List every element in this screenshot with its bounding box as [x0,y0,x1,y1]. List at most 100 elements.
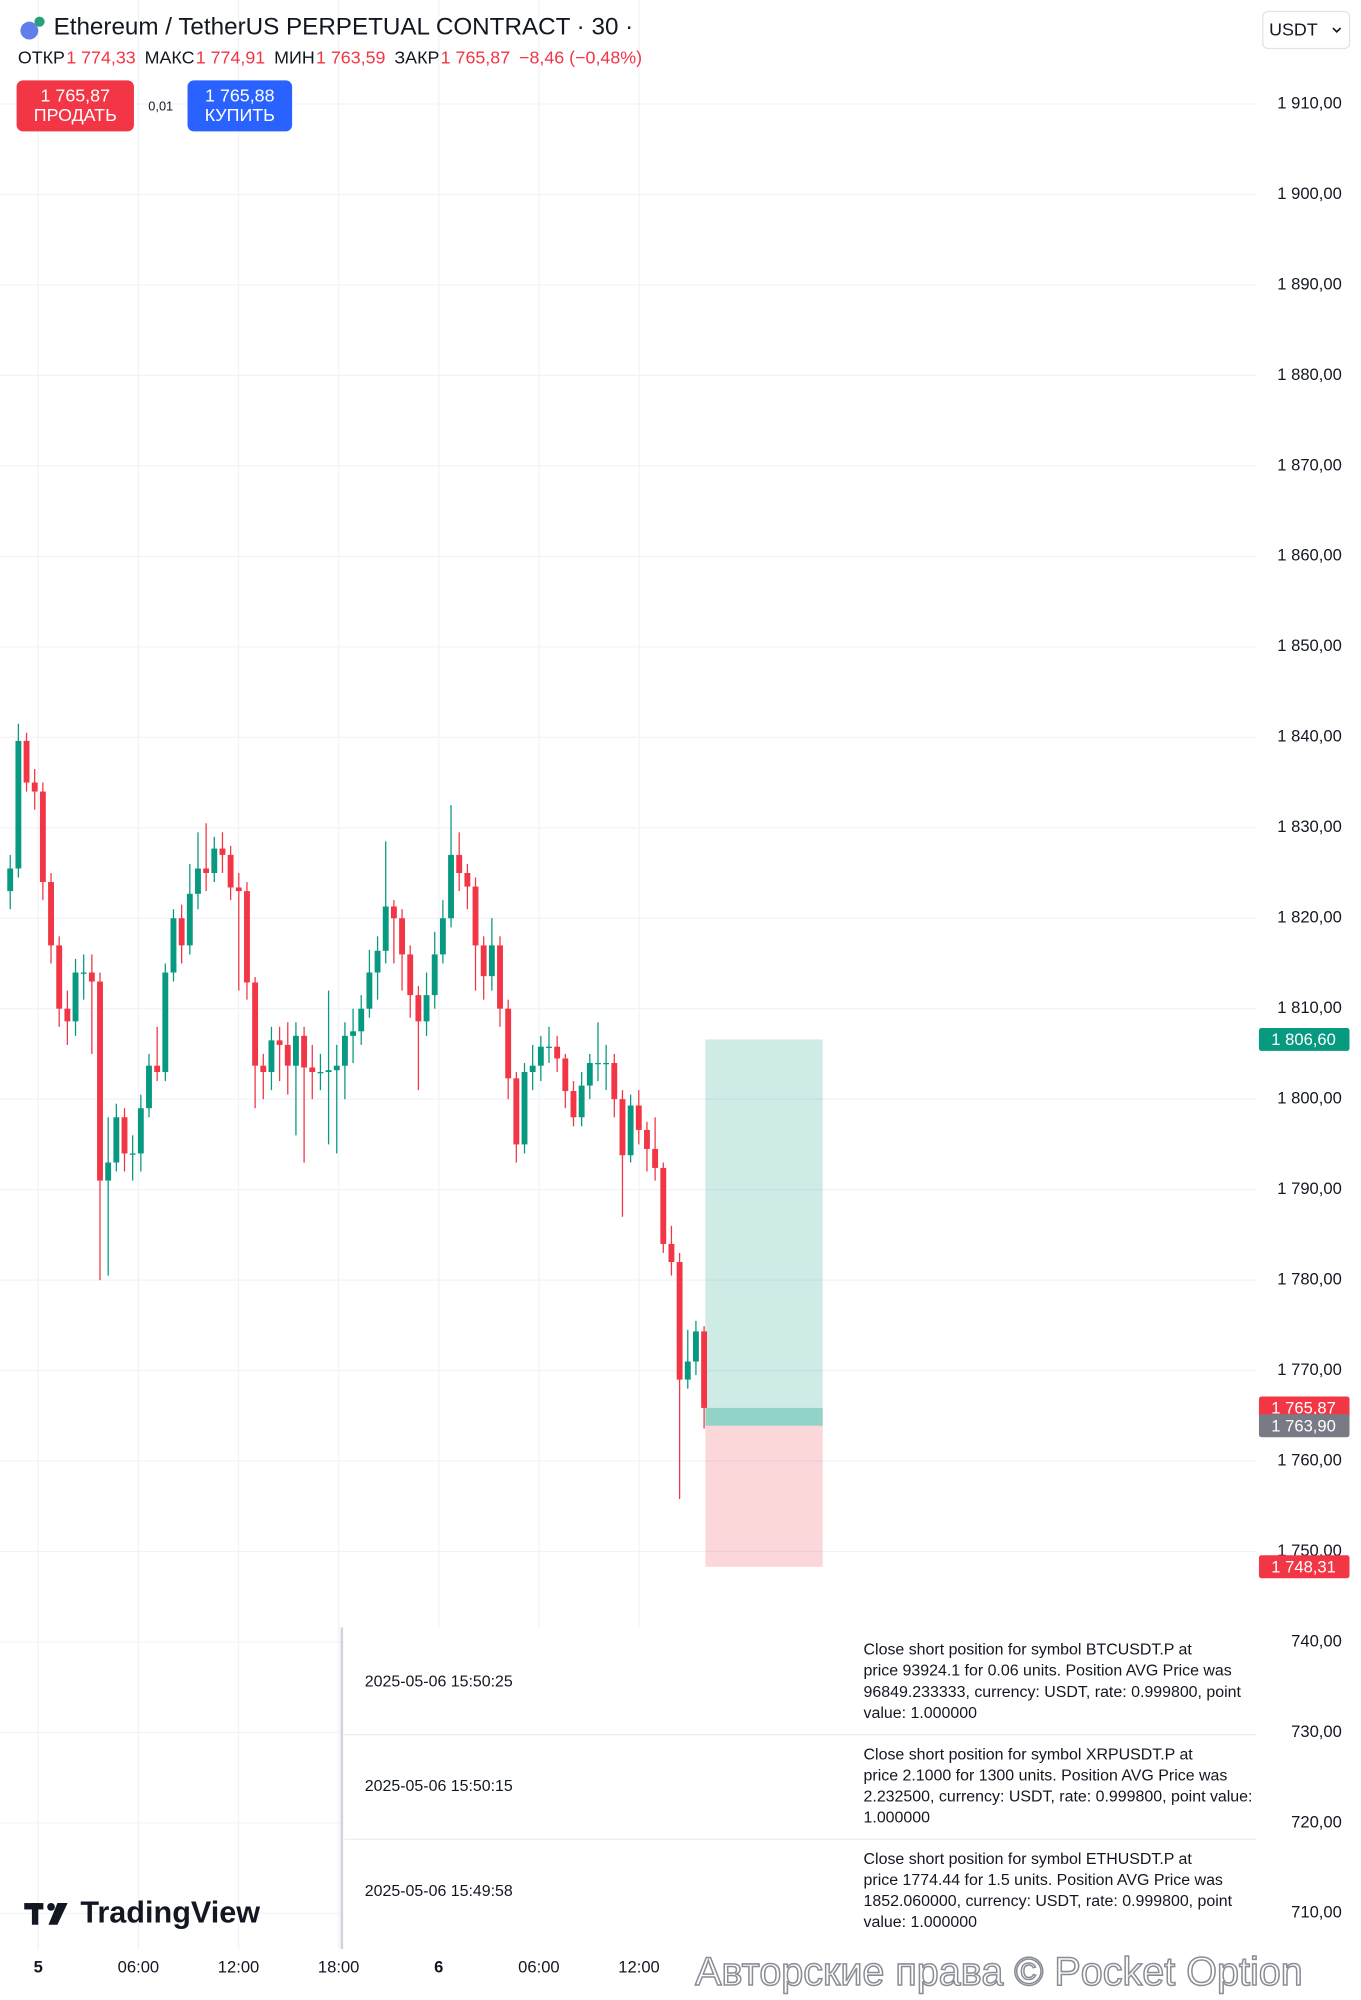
currency-label[interactable]: USDT [1269,19,1318,39]
notification-line: price 1774.44 for 1.5 units. Position AV… [864,1872,1223,1889]
candle-body [31,782,38,792]
candle-body [644,1129,650,1149]
candle-body [578,1085,585,1118]
candle-body [464,872,471,887]
y-tick-label: 1 790,00 [1277,1179,1342,1198]
y-tick-label: 1 770,00 [1277,1360,1342,1379]
ohlc-change: −8,46 (−0,48%) [519,47,642,67]
candle-body [448,854,454,919]
y-tick-label: 1 910,00 [1277,93,1342,112]
buy-button[interactable] [187,80,293,132]
notification-line: 96849.233333, currency: USDT, rate: 0.99… [864,1684,1242,1701]
y-tick-label: 1 850,00 [1277,636,1342,655]
dropdown-arrow [1332,27,1342,34]
candle-body [88,972,95,982]
y-tick-label: 1 830,00 [1277,817,1342,836]
price-tag [1258,1555,1350,1579]
usdt-icon [34,16,45,27]
x-tick-label: 12:00 [218,1957,260,1976]
candle-body [276,1040,283,1045]
candle-body [603,1062,610,1065]
candle-body [407,954,414,996]
candle-body [497,945,503,1009]
ohlc-value: 1 774,33 [66,47,136,67]
candle-body [137,1108,144,1154]
candle-body [619,1099,626,1156]
candle-body [154,1065,161,1073]
candle-body [268,1040,275,1073]
candle-body [341,1035,348,1066]
y-tick-label: 730,00 [1291,1722,1342,1741]
position-zones [705,1039,823,1567]
sell-button[interactable] [16,80,134,132]
x-tick-label: 12:00 [618,1957,659,1976]
candle-body [676,1262,683,1380]
y-tick-label: 1 810,00 [1277,998,1342,1017]
ohlc-legend: ОТКР 1 774,33 МАКС 1 774,91 МИН 1 763,59 ЗАКР 1… [18,47,642,67]
notification-line: Close short position for symbol BTCUSDT.… [864,1642,1193,1659]
notification-line: price 2.1000 for 1300 units. Position AV… [864,1767,1228,1784]
candle-body [146,1065,152,1109]
y-tick-label: 720,00 [1291,1812,1342,1831]
candle-body [235,887,242,892]
candle-body [684,1361,691,1380]
notification-line: 2.232500, currency: USDT, rate: 0.999800… [864,1788,1253,1805]
candle-body [635,1105,642,1130]
candle-body [113,1117,120,1163]
candle-body [48,882,54,946]
notification-time: 2025-05-06 15:50:25 [365,1674,513,1691]
candle-body [668,1243,675,1263]
candle-body [80,972,87,974]
buy-price[interactable]: 1 765,88 [205,86,275,106]
candle-body [415,995,422,1022]
candle-body [521,1072,528,1145]
buy-label[interactable]: КУПИТЬ [205,105,275,125]
ohlc-value: 1 774,91 [196,47,266,67]
candle-body [439,918,446,955]
candle-body [129,1153,136,1155]
candle-body [652,1148,659,1168]
notification-line: Close short position for symbol XRPUSDT.… [864,1746,1194,1763]
notifications: 2025-05-06 15:50:25 Close short position … [365,1642,1253,1931]
candle-body [505,1008,512,1079]
candle-body [301,1035,308,1068]
candle-body [121,1117,128,1154]
logo-text: TradingView [80,1896,260,1930]
ohlc-label: МИН [274,47,315,67]
candle-body [293,1035,299,1066]
y-tick-label: 1 880,00 [1277,365,1342,384]
candle-body [64,1008,71,1022]
price-axis: 1 910,00 1 900,00 1 890,00 1 880,00 1 870,00… [1258,93,1350,1922]
ohlc-value: 1 763,59 [316,47,386,67]
y-tick-label: 710,00 [1291,1903,1342,1922]
candle-body [431,954,438,996]
ohlc-label: ОТКР [18,47,65,67]
candle-body [162,972,169,1073]
candle-body [284,1044,291,1066]
candle-body [203,868,210,873]
eth-icon [20,21,39,40]
candle-body [546,1046,552,1048]
y-tick-label: 1 870,00 [1277,455,1342,474]
y-tick-label: 1 800,00 [1277,1089,1342,1108]
notification-line: price 93924.1 for 0.06 units. Position A… [864,1663,1232,1680]
price-tag [1258,1027,1350,1051]
loss-zone [705,1425,823,1567]
sell-label[interactable]: ПРОДАТЬ [34,105,117,125]
symbol-title: Ethereum / TetherUS PERPETUAL CONTRACT ·… [54,13,634,40]
candle-body [97,981,103,1181]
spread: 0,01 [148,99,173,114]
x-tick-label: 5 [34,1957,43,1976]
sell-price[interactable]: 1 765,87 [41,86,111,106]
candle-body [227,854,234,888]
candle-body [15,740,22,869]
candle-body [309,1067,316,1073]
candle-body [382,906,389,951]
candle-body [56,945,63,1009]
currency-select[interactable] [1262,10,1351,50]
candle-body [480,945,487,977]
candle-body [472,886,479,946]
candle-body [562,1058,569,1092]
